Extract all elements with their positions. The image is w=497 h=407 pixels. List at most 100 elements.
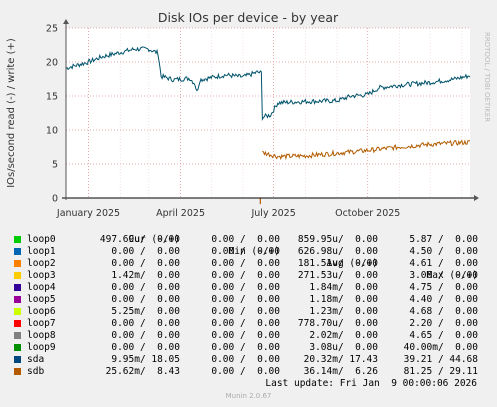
legend-max-value: 2.20 / 0.00 [409,318,478,329]
legend-min-value: 0.00 / 0.00 [211,258,280,269]
x-tick-label: April 2025 [156,208,205,219]
y-axis-arrow-icon [63,19,69,24]
legend-cur-value: 0.00 / 0.00 [111,258,180,269]
rrdtool-watermark: RRDTOOL / TOBI OETIKER [483,32,491,122]
legend-row-loop6: loop6 5.25m/ 0.00 0.00 / 0.00 1.23m/ 0.00 4.… [0,306,497,318]
legend-row-loop2: loop2 0.00 / 0.00 0.00 / 0.00 181.51u/ 0.00… [0,258,497,270]
legend-avg-value: 181.51u/ 0.00 [297,258,378,269]
legend-max-value: 4.50 / 0.00 [409,246,478,257]
legend-row-loop9: loop9 0.00 / 0.00 0.00 / 0.00 3.08u/ 0.00 40… [0,342,497,354]
legend-row-loop7: loop7 0.00 / 0.00 0.00 / 0.00 778.70u/ 0.00… [0,318,497,330]
legend-max-value: 4.68 / 0.00 [409,306,478,317]
legend-min-value: 0.00 / 0.00 [211,294,280,305]
legend-avg-value: 1.23m/ 0.00 [309,306,378,317]
legend-cur-value: 0.00 / 0.00 [111,330,180,341]
legend-cur-value: 0.00 / 0.00 [111,318,180,329]
legend-swatch [14,320,21,327]
legend-series-name: loop8 [27,330,56,341]
legend-series-name: sdb [27,366,45,377]
legend-cur-value: 0.00 / 0.00 [111,342,180,353]
legend-series-name: loop7 [27,318,56,329]
y-tick-label: 25 [46,24,58,35]
legend-swatch [14,296,21,303]
legend-header-avg: Avg (-/+) [326,258,378,269]
y-axis-label: IOs/second read (-) / write (+) [6,38,17,188]
legend-max-value: 39.21 / 44.68 [403,354,478,365]
legend-series-name: loop0 [27,234,56,245]
legend-swatch [14,368,21,375]
legend-min-value: 0.00 / 0.00 [211,282,280,293]
last-update: Last update: Fri Jan 9 00:00:06 2026 [265,378,477,389]
legend-min-value: 0.00 / 0.00 [211,330,280,341]
legend-avg-value: 859.95u/ 0.00 [297,234,378,245]
legend-min-value: 0.00 / 0.00 [211,318,280,329]
legend-swatch [14,272,21,279]
legend-header-cur: Cur (-/+) [128,234,180,245]
legend-series-name: loop9 [27,342,56,353]
legend-header: Cur (-/+) Min (-/+) Avg (-/+) Max (-/+) [0,222,497,281]
legend-row-sdb: sdb 25.62m/ 8.43 0.00 / 0.00 36.14m/ 6.26 81… [0,366,497,378]
legend-cur-value: 0.00 / 0.00 [111,294,180,305]
legend-swatch [14,260,21,267]
chart-area: Disk IOs per device - by year IOs/second… [6,10,491,219]
y-tick-label: 0 [52,194,58,205]
plot-background [66,28,470,198]
legend-row-sda: sda 9.95m/ 18.05 0.00 / 0.00 20.32m/ 17.43 3… [0,354,497,366]
y-tick-label: 15 [46,92,58,103]
x-tick-label: October 2025 [335,208,400,219]
legend-series-name: loop3 [27,270,56,281]
legend-row-loop3: loop3 1.42m/ 0.00 0.00 / 0.00 271.53u/ 0.00… [0,270,497,282]
y-tick-label: 10 [46,126,58,137]
legend-row-loop0: loop0 497.69u/ 0.00 0.00 / 0.00 859.95u/ 0.… [0,234,497,246]
series-line-sdb [262,139,471,161]
y-tick-label: 5 [52,160,58,171]
legend-series-name: loop6 [27,306,56,317]
legend-swatch [14,308,21,315]
legend-max-value: 40.00m/ 0.00 [403,342,478,353]
legend-avg-value: 1.18m/ 0.00 [309,294,378,305]
legend-swatch [14,284,21,291]
legend-cur-value: 0.00 / 0.00 [111,246,180,257]
x-axis-arrow-icon [474,195,479,201]
legend-avg-value: 2.02m/ 0.00 [309,330,378,341]
legend-avg-value: 271.53u/ 0.00 [297,270,378,281]
legend-swatch [14,248,21,255]
legend-row-loop8: loop8 0.00 / 0.00 0.00 / 0.00 2.02m/ 0.00 4.… [0,330,497,342]
legend-header-max: Max (-/+) [426,270,478,281]
legend-max-value: 5.87 / 0.00 [409,234,478,245]
legend-avg-value: 626.98u/ 0.00 [297,246,378,257]
legend-min-value: 0.00 / 0.00 [211,342,280,353]
legend-series-name: loop5 [27,294,56,305]
legend-max-value: 4.61 / 0.00 [409,258,478,269]
legend-avg-value: 3.08u/ 0.00 [309,342,378,353]
legend-avg-value: 1.84m/ 0.00 [309,282,378,293]
legend-row-loop5: loop5 0.00 / 0.00 0.00 / 0.00 1.18m/ 0.00 4.… [0,294,497,306]
legend-series-name: loop4 [27,282,56,293]
legend-cur-value: 9.95m/ 18.05 [111,354,180,365]
legend-avg-value: 20.32m/ 17.43 [303,354,378,365]
legend-cur-value: 1.42m/ 0.00 [111,270,180,281]
legend-swatch [14,356,21,363]
legend-avg-value: 36.14m/ 6.26 [303,366,378,377]
legend-cur-value: 0.00 / 0.00 [111,282,180,293]
legend-cur-value: 497.69u/ 0.00 [99,234,180,245]
legend-series-name: loop2 [27,258,56,269]
legend-min-value: 0.00 / 0.00 [211,270,280,281]
x-tick-label: July 2025 [250,208,295,219]
munin-version: Munin 2.0.67 [225,392,272,400]
legend-row-loop4: loop4 0.00 / 0.00 0.00 / 0.00 1.84m/ 0.00 4.… [0,282,497,294]
legend-series-name: loop1 [27,246,56,257]
x-tick-label: January 2025 [56,208,120,219]
legend-min-value: 0.00 / 0.00 [211,354,280,365]
legend-max-value: 4.65 / 0.00 [409,330,478,341]
legend-min-value: 0.00 / 0.00 [211,246,280,257]
legend-cur-value: 25.62m/ 8.43 [105,366,180,377]
y-tick-label: 20 [46,58,58,69]
legend-header-min: Min (-/+) [228,246,280,257]
legend-max-value: 81.25 / 29.11 [403,366,478,377]
legend-swatch [14,332,21,339]
legend-max-value: 4.75 / 0.00 [409,282,478,293]
chart-title: Disk IOs per device - by year [158,10,339,25]
legend-min-value: 0.00 / 0.00 [211,366,280,377]
series-line-sda [65,46,471,121]
